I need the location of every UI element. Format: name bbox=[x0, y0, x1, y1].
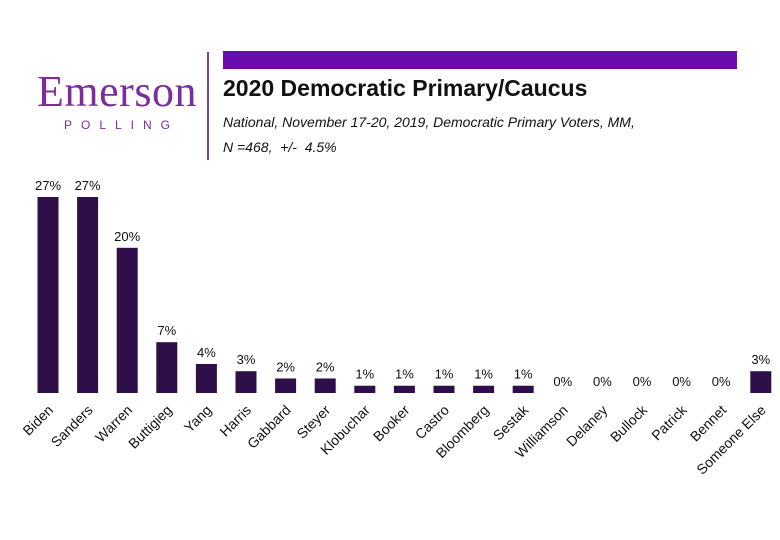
sample-info: N =468, +/- 4.5% bbox=[223, 139, 337, 155]
value-label-sestak: 1% bbox=[514, 367, 533, 382]
category-label-biden: Biden bbox=[19, 402, 56, 439]
value-label-castro: 1% bbox=[435, 367, 454, 382]
bar-klobuchar bbox=[354, 385, 376, 393]
category-label-buttigieg: Buttigieg bbox=[125, 402, 175, 452]
bar-chart: 27%Biden27%Sanders20%Warren7%Buttigieg4%… bbox=[19, 178, 772, 478]
value-label-gabbard: 2% bbox=[276, 359, 295, 374]
value-label-harris: 3% bbox=[237, 352, 256, 367]
category-label-gabbard: Gabbard bbox=[244, 402, 294, 452]
category-label-sanders: Sanders bbox=[48, 402, 96, 450]
emerson-logo: Emerson POLLING bbox=[28, 67, 206, 133]
value-label-klobuchar: 1% bbox=[355, 367, 374, 382]
logo-wordmark: Emerson bbox=[37, 67, 197, 116]
value-label-someone-else: 3% bbox=[751, 352, 770, 367]
bar-sanders bbox=[77, 197, 99, 393]
bar-buttigieg bbox=[156, 342, 178, 393]
bar-warren bbox=[116, 247, 138, 393]
value-label-buttigieg: 7% bbox=[157, 323, 176, 338]
bar-gabbard bbox=[275, 378, 297, 393]
value-label-booker: 1% bbox=[395, 367, 414, 382]
bar-booker bbox=[393, 385, 415, 393]
value-label-bloomberg: 1% bbox=[474, 367, 493, 382]
value-label-warren: 20% bbox=[114, 229, 140, 244]
value-label-patrick: 0% bbox=[672, 374, 691, 389]
value-label-yang: 4% bbox=[197, 345, 216, 360]
category-label-booker: Booker bbox=[370, 402, 413, 445]
bar-harris bbox=[235, 371, 257, 393]
accent-bar bbox=[223, 51, 737, 69]
value-label-delaney: 0% bbox=[593, 374, 612, 389]
category-label-yang: Yang bbox=[181, 402, 215, 436]
bar-someone-else bbox=[750, 371, 772, 393]
bar-castro bbox=[433, 385, 455, 393]
value-label-williamson: 0% bbox=[553, 374, 572, 389]
chart-title: 2020 Democratic Primary/Caucus bbox=[223, 75, 588, 101]
category-label-bullock: Bullock bbox=[607, 401, 651, 445]
value-label-sanders: 27% bbox=[75, 178, 101, 193]
logo-subtitle: POLLING bbox=[63, 118, 180, 132]
value-label-steyer: 2% bbox=[316, 359, 335, 374]
category-label-patrick: Patrick bbox=[648, 401, 690, 443]
value-label-biden: 27% bbox=[35, 178, 61, 193]
header-divider bbox=[207, 52, 209, 160]
chart-subtitle: National, November 17-20, 2019, Democrat… bbox=[223, 114, 635, 130]
category-label-delaney: Delaney bbox=[563, 402, 611, 450]
bar-sestak bbox=[512, 385, 534, 393]
value-label-bennet: 0% bbox=[712, 374, 731, 389]
category-label-someone-else: Someone Else bbox=[693, 402, 769, 478]
bar-biden bbox=[37, 197, 59, 393]
category-label-harris: Harris bbox=[216, 402, 254, 440]
bar-yang bbox=[195, 363, 217, 393]
bar-steyer bbox=[314, 378, 336, 393]
bar-bloomberg bbox=[473, 385, 495, 393]
value-label-bullock: 0% bbox=[633, 374, 652, 389]
